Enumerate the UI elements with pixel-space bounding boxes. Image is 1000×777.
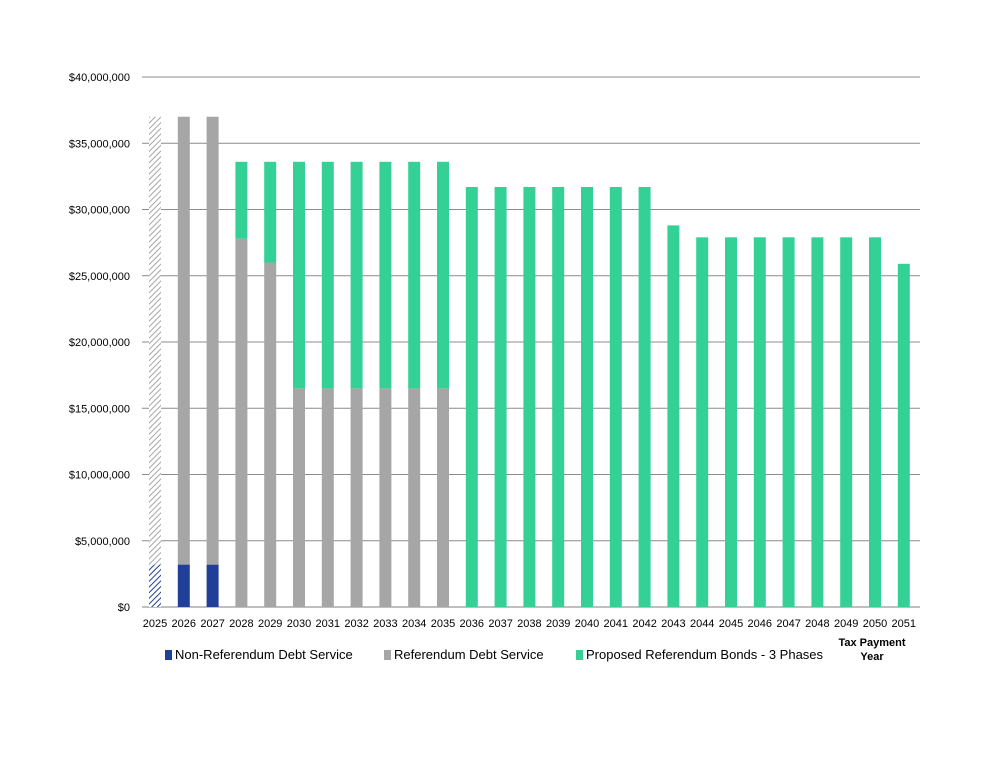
x-tick-label: 2028 — [229, 618, 253, 630]
x-tick-label: 2033 — [373, 618, 397, 630]
legend-label: Referendum Debt Service — [394, 647, 544, 662]
bar-segment-2025-series-2 — [149, 116, 161, 565]
bar-segment-2032-series-2 — [350, 388, 363, 607]
y-tick-label: $10,000,000 — [69, 470, 130, 482]
bar-segment-2033-series-2 — [379, 388, 392, 607]
x-tick-label: 2042 — [632, 618, 656, 630]
bar-segment-2026-series-1 — [177, 564, 190, 607]
x-tick-label: 2025 — [143, 618, 167, 630]
bar-segment-2044-series-3 — [696, 237, 709, 607]
x-tick-label: 2050 — [863, 618, 887, 630]
bar-segment-2035-series-3 — [437, 161, 449, 389]
x-tick-label: 2031 — [316, 618, 340, 630]
legend: Non-Referendum Debt Service Referendum De… — [165, 647, 824, 662]
x-axis-title-line-2: Year — [860, 651, 884, 663]
bar-segment-2038-series-3 — [523, 186, 536, 607]
bar-segment-2036-series-3 — [465, 186, 478, 607]
bar-segment-2033-series-3 — [379, 161, 392, 389]
bar-segment-2041-series-3 — [609, 186, 622, 607]
bar-segment-2025-series-1 — [149, 564, 161, 607]
bar-segment-2050-series-3 — [869, 237, 881, 607]
y-tick-label: $30,000,000 — [69, 205, 130, 217]
y-tick-label: $25,000,000 — [69, 271, 130, 283]
x-tick-label: 2034 — [402, 618, 426, 630]
bar-segment-2028-series-3 — [235, 161, 248, 239]
bar-segment-2029-series-2 — [264, 262, 277, 607]
x-tick-label: 2026 — [172, 618, 196, 630]
bar-segment-2043-series-3 — [667, 225, 680, 607]
bars — [149, 116, 910, 607]
bar-segment-2034-series-2 — [408, 388, 421, 607]
y-tick-label: $35,000,000 — [69, 138, 130, 150]
bar-segment-2049-series-3 — [840, 237, 853, 607]
bar-segment-2047-series-3 — [782, 237, 795, 607]
x-tick-label: 2029 — [258, 618, 282, 630]
x-tick-label: 2032 — [344, 618, 368, 630]
x-tick-label: 2038 — [517, 618, 541, 630]
x-tick-label: 2048 — [805, 618, 829, 630]
x-tick-label: 2039 — [546, 618, 570, 630]
bar-segment-2027-series-1 — [206, 564, 219, 607]
legend-swatch — [165, 650, 172, 660]
x-tick-label: 2046 — [748, 618, 772, 630]
x-tick-label: 2041 — [604, 618, 628, 630]
bar-segment-2030-series-3 — [293, 161, 305, 389]
bar-segment-2040-series-3 — [581, 186, 593, 607]
y-axis-tick-labels: $0 $5,000,000 $10,000,000 $15,000,000 $20,00… — [69, 72, 130, 614]
x-tick-label: 2049 — [834, 618, 858, 630]
x-axis-tick-labels: 2025 2026 2027 2028 2029 2030 2031 2032 2033 2034… — [143, 618, 916, 630]
legend-swatch — [576, 650, 583, 660]
legend-swatch — [384, 650, 391, 660]
y-tick-label: $0 — [118, 602, 130, 614]
legend-label: Non-Referendum Debt Service — [175, 647, 353, 662]
x-tick-label: 2037 — [488, 618, 512, 630]
x-tick-label: 2047 — [776, 618, 800, 630]
x-tick-label: 2040 — [575, 618, 599, 630]
x-tick-label: 2051 — [892, 618, 916, 630]
x-tick-label: 2044 — [690, 618, 714, 630]
bar-segment-2035-series-2 — [437, 388, 449, 607]
x-axis-title-line-1: Tax Payment — [838, 637, 905, 649]
x-tick-label: 2035 — [431, 618, 455, 630]
bar-segment-2031-series-2 — [321, 388, 334, 607]
y-tick-label: $20,000,000 — [69, 337, 130, 349]
y-tick-label: $15,000,000 — [69, 403, 130, 415]
bar-segment-2046-series-3 — [753, 237, 766, 607]
bar-segment-2026-series-2 — [177, 116, 190, 565]
x-tick-label: 2043 — [661, 618, 685, 630]
bar-segment-2031-series-3 — [321, 161, 334, 389]
bar-segment-2048-series-3 — [811, 237, 824, 607]
y-tick-label: $40,000,000 — [69, 72, 130, 84]
x-tick-label: 2030 — [287, 618, 311, 630]
x-tick-label: 2027 — [200, 618, 224, 630]
bar-segment-2037-series-3 — [494, 186, 507, 607]
bar-segment-2028-series-2 — [235, 238, 248, 607]
bar-segment-2051-series-3 — [897, 263, 910, 607]
bar-segment-2034-series-3 — [408, 161, 421, 389]
bar-segment-2029-series-3 — [264, 161, 277, 263]
bar-segment-2039-series-3 — [552, 186, 565, 607]
bar-segment-2027-series-2 — [206, 116, 219, 565]
legend-label: Proposed Referendum Bonds - 3 Phases — [586, 647, 824, 662]
x-tick-label: 2045 — [719, 618, 743, 630]
bar-segment-2030-series-2 — [293, 388, 305, 607]
x-tick-label: 2036 — [460, 618, 484, 630]
bar-segment-2032-series-3 — [350, 161, 363, 389]
bar-segment-2045-series-3 — [725, 237, 737, 607]
bar-segment-2042-series-3 — [638, 186, 651, 607]
y-tick-label: $5,000,000 — [75, 536, 130, 548]
